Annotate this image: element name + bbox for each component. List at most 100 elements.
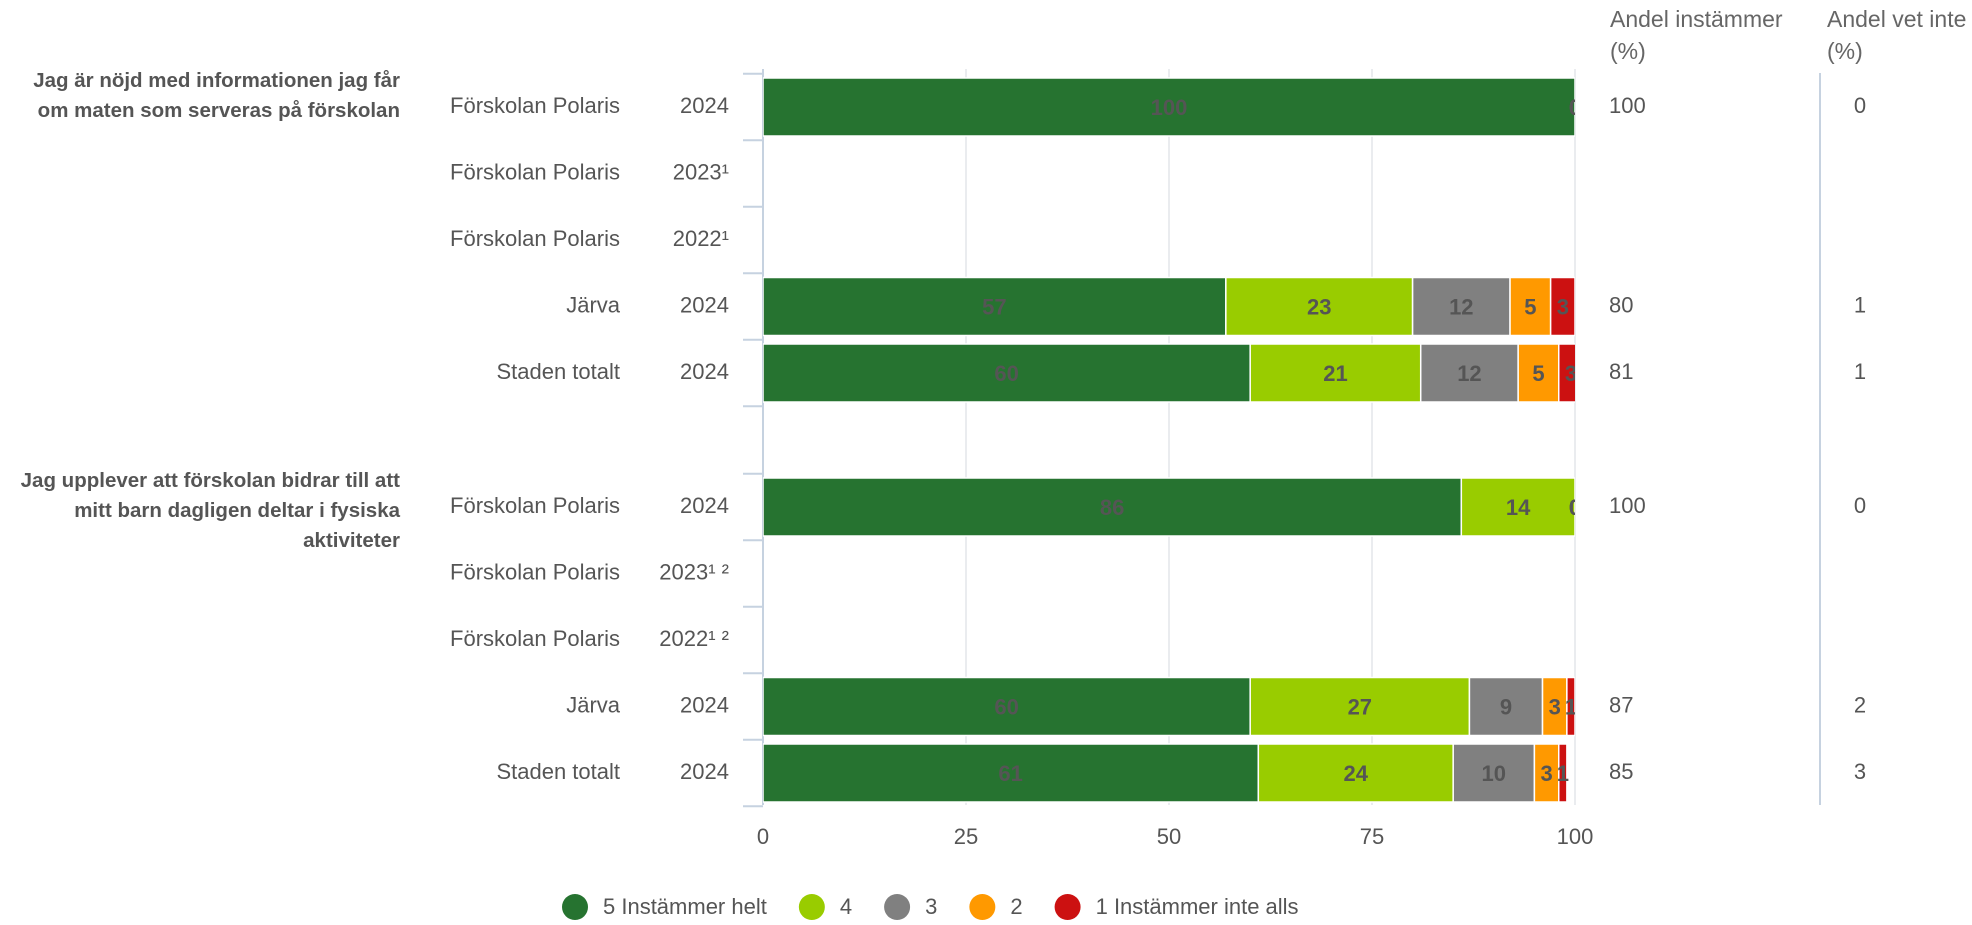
bar-segment (1249, 343, 1422, 403)
share-dont-know: 2 (1854, 692, 1866, 717)
share-dont-know: 3 (1854, 759, 1866, 784)
bar-segment (1566, 676, 1575, 737)
row-label: Förskolan Polaris (450, 559, 620, 584)
row-year: 2024 (680, 93, 729, 118)
legend-label: 5 Instämmer helt (603, 894, 767, 919)
bar-label: 5 (1524, 294, 1536, 319)
bar-label: 1 (1565, 694, 1577, 719)
row-year: 2024 (680, 692, 729, 717)
bar-segment (1257, 743, 1454, 803)
row-year: 2024 (680, 759, 729, 784)
share-agree: 85 (1609, 759, 1633, 784)
bar-segment (1411, 276, 1511, 337)
row-label: Staden totalt (496, 359, 620, 384)
row-year: 2024 (680, 292, 729, 317)
bar-segment (1419, 343, 1519, 403)
bar-label: 5 (1532, 361, 1544, 386)
group-title: Jag upplever att förskolan bidrar till a… (20, 469, 400, 552)
bar-label: 0 (1569, 95, 1581, 120)
bar-label: 0 (1569, 495, 1581, 520)
x-tick-label: 100 (1557, 824, 1594, 849)
bar-label: 3 (1549, 694, 1561, 719)
row-label: Förskolan Polaris (450, 493, 620, 518)
legend-label: 3 (925, 894, 937, 919)
bar-segment (763, 477, 1463, 537)
row-year: 2024 (680, 493, 729, 518)
share-dont-know: 0 (1854, 493, 1866, 518)
bar-label: 3 (1540, 761, 1552, 786)
bar-label: 86 (1100, 495, 1124, 520)
row-year: 2023¹ ² (659, 559, 729, 584)
bar-label: 9 (1500, 694, 1512, 719)
legend-marker (884, 894, 911, 920)
bar-label: 3 (1565, 361, 1577, 386)
bar-label: 0 (1569, 95, 1581, 120)
share-dont-know: 0 (1854, 93, 1866, 118)
bar-label: 100 (1151, 95, 1188, 120)
column-header: Andel instämmer (%) (1610, 6, 1783, 64)
bar-segment (1460, 477, 1575, 537)
row-year: 2022¹ ² (659, 626, 729, 651)
bar-segment (763, 77, 1575, 137)
bar-label: 0 (1569, 95, 1581, 120)
legend-marker (562, 894, 588, 920)
legend-label: 2 (1010, 894, 1022, 919)
bar-segment (1517, 343, 1560, 403)
column-header: Andel vet inte (%) (1827, 6, 1967, 64)
row-label: Förskolan Polaris (450, 93, 620, 118)
row-label: Järva (566, 292, 621, 317)
bar-label: 23 (1307, 294, 1331, 319)
bar-label: 3 (1557, 294, 1569, 319)
bar-label: 60 (994, 694, 1018, 719)
legend-label: 4 (840, 894, 852, 919)
bar-label: 12 (1457, 361, 1481, 386)
bar-label: 12 (1449, 294, 1473, 319)
row-year: 2023¹ (673, 159, 729, 184)
bar-label: 0 (1569, 95, 1581, 120)
x-tick-label: 25 (954, 824, 978, 849)
x-tick-label: 75 (1360, 824, 1384, 849)
bar-label: 21 (1323, 361, 1347, 386)
legend-marker (969, 894, 996, 920)
bar-segment (1558, 743, 1568, 803)
share-agree: 100 (1609, 93, 1646, 118)
share-agree: 87 (1609, 692, 1633, 717)
share-agree: 80 (1609, 292, 1633, 317)
bar-label: 60 (994, 361, 1018, 386)
row-label: Förskolan Polaris (450, 159, 620, 184)
row-label: Staden totalt (496, 759, 620, 784)
legend-marker (1054, 894, 1081, 920)
bar-label: 0 (1569, 495, 1581, 520)
bar-label: 0 (1569, 495, 1581, 520)
bar-label: 1 (1557, 761, 1569, 786)
bar-segment (763, 743, 1260, 803)
bar-segment (1452, 743, 1536, 803)
bar-segment (1509, 276, 1552, 337)
bar-label: 14 (1506, 495, 1531, 520)
share-agree: 81 (1609, 359, 1633, 384)
bar-segment (1558, 343, 1575, 403)
bar-label: 24 (1344, 761, 1369, 786)
bar-label: 10 (1482, 761, 1506, 786)
row-year: 2024 (680, 359, 729, 384)
x-tick-label: 0 (757, 824, 769, 849)
x-tick-label: 50 (1157, 824, 1181, 849)
bar-label: 61 (998, 761, 1022, 786)
row-label: Förskolan Polaris (450, 226, 620, 251)
row-label: Järva (566, 692, 621, 717)
bar-segment (1549, 276, 1575, 337)
legend-label: 1 Instämmer inte alls (1096, 894, 1299, 919)
bar-segment (763, 676, 1251, 737)
share-dont-know: 1 (1854, 292, 1866, 317)
row-year: 2022¹ (673, 226, 729, 251)
share-dont-know: 1 (1854, 359, 1866, 384)
bar-label: 57 (982, 294, 1006, 319)
legend-marker (798, 894, 825, 920)
row-label: Förskolan Polaris (450, 626, 620, 651)
group-title: Jag är nöjd med informationen jag får om… (33, 69, 400, 122)
share-agree: 100 (1609, 493, 1646, 518)
bar-label: 27 (1348, 694, 1372, 719)
